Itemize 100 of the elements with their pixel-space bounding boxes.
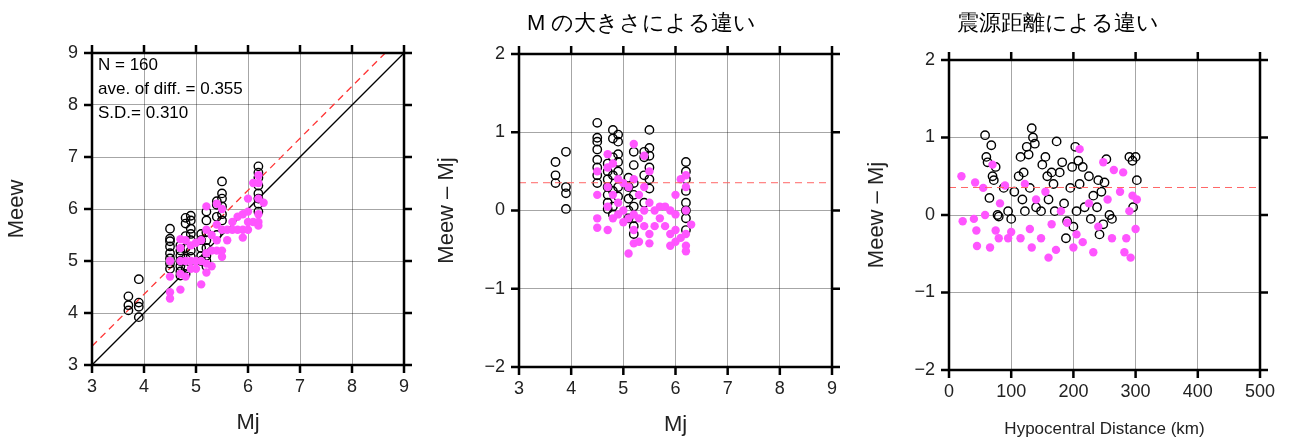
y-tick-label: 9 <box>67 41 78 62</box>
x-tick-label: 8 <box>346 375 358 396</box>
point <box>593 214 602 223</box>
x-tick-label: 4 <box>138 375 150 396</box>
point <box>254 210 263 219</box>
point <box>1036 234 1046 243</box>
point <box>671 210 680 219</box>
point <box>1131 224 1140 234</box>
y-tick-label: 2 <box>924 48 935 69</box>
x-tick-label: 0 <box>943 380 955 401</box>
x-tick-label: 3 <box>513 377 525 398</box>
point <box>1109 165 1119 175</box>
point <box>1075 144 1084 154</box>
point <box>1122 234 1131 243</box>
x-tick-label: 300 <box>1120 380 1151 401</box>
x-tick-label: 500 <box>1244 380 1276 401</box>
x-axis-title: Hypocentral Distance (km) <box>1004 419 1205 439</box>
point <box>1003 234 1013 243</box>
point <box>202 268 211 277</box>
point <box>681 229 691 239</box>
point <box>1125 206 1134 216</box>
point <box>1084 199 1094 208</box>
point <box>979 183 988 193</box>
point <box>1115 187 1125 196</box>
y-tick-label: 5 <box>67 249 78 270</box>
point <box>645 239 654 248</box>
point <box>165 272 175 281</box>
point <box>994 234 1003 243</box>
y-tick-label: 3 <box>67 353 78 374</box>
chart-title: M の大きさによる違い <box>527 10 757 36</box>
point <box>1047 220 1056 229</box>
point <box>640 221 649 231</box>
point <box>202 225 211 234</box>
point <box>988 160 997 169</box>
x-tick-label: 9 <box>398 375 410 396</box>
point <box>650 221 659 231</box>
point <box>972 226 981 235</box>
y-tick-label: −2 <box>484 355 505 376</box>
point <box>958 217 967 226</box>
point <box>1103 195 1112 204</box>
x-tick-label: 200 <box>1058 380 1089 401</box>
point <box>613 198 623 207</box>
point <box>243 207 253 216</box>
x-tick-label: 400 <box>1182 380 1213 401</box>
point <box>991 226 1000 235</box>
point <box>259 198 268 207</box>
x-tick-label: 7 <box>294 375 306 396</box>
x-tick-label: 7 <box>722 377 733 398</box>
point <box>176 285 185 294</box>
point <box>207 262 216 271</box>
y-tick-label: −1 <box>484 277 505 298</box>
point <box>1016 234 1025 243</box>
y-tick-label: 6 <box>67 197 78 218</box>
point <box>1126 253 1135 262</box>
point <box>1107 234 1117 243</box>
point <box>603 225 612 235</box>
point <box>671 225 680 235</box>
point <box>207 230 216 240</box>
point <box>1069 243 1078 252</box>
point <box>645 167 654 176</box>
point <box>629 139 638 149</box>
y-tick-label: 0 <box>494 199 505 220</box>
point <box>202 202 211 211</box>
x-tick-label: 3 <box>86 375 98 396</box>
point <box>608 159 618 168</box>
point <box>181 236 190 245</box>
y-tick-label: 4 <box>67 301 78 322</box>
point <box>243 194 253 203</box>
point <box>640 206 649 215</box>
x-tick-label: 8 <box>774 377 785 398</box>
point <box>681 171 691 180</box>
point <box>970 178 980 187</box>
point <box>660 221 670 231</box>
chart-title: 震源距離による違い <box>957 10 1159 36</box>
point <box>969 214 979 224</box>
point <box>624 249 633 258</box>
point <box>634 190 644 200</box>
y-axis-title: Meew – Mj <box>863 161 889 269</box>
point <box>593 190 602 200</box>
point <box>645 198 654 207</box>
point <box>212 220 221 229</box>
point <box>1007 227 1016 237</box>
x-tick-label: 6 <box>242 375 254 396</box>
y-tick-label: 2 <box>494 42 505 63</box>
point <box>1056 206 1066 216</box>
point <box>228 217 237 227</box>
point <box>1025 224 1035 234</box>
y-tick-label: −2 <box>914 358 935 379</box>
x-tick-label: 100 <box>996 380 1027 401</box>
point <box>593 223 602 232</box>
y-tick-label: 0 <box>924 203 935 224</box>
y-tick-label: 8 <box>67 93 78 114</box>
point <box>1118 168 1128 177</box>
point <box>165 294 175 303</box>
point <box>1044 253 1053 262</box>
point <box>1132 195 1142 204</box>
y-axis-title: Meew <box>3 179 29 239</box>
point <box>608 190 618 200</box>
point <box>957 172 966 181</box>
point <box>1120 248 1129 257</box>
